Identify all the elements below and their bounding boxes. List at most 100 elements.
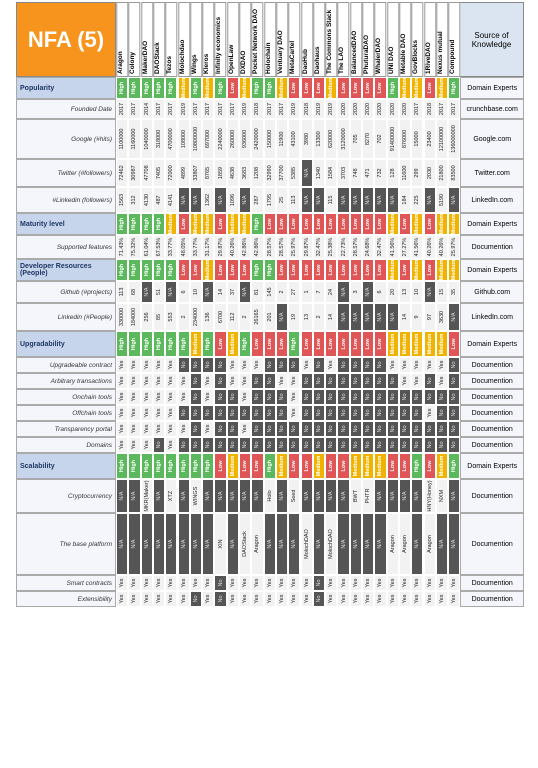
cell-value: High [451, 459, 458, 473]
table-cell: N/A [239, 187, 252, 213]
cell-value: No [377, 425, 384, 433]
cell-value: N/A [352, 539, 359, 549]
cell-value: Medium [438, 333, 445, 355]
cell-value: Yes [340, 594, 347, 604]
cell-value: Medium [414, 259, 421, 281]
table-cell: 8765 [202, 159, 215, 187]
cell-value: No [254, 393, 261, 401]
table-cell: Yes [128, 389, 141, 405]
cell-value: 2017 [229, 102, 236, 116]
cell-value: Medium [377, 455, 384, 477]
cell-value: Yes [438, 578, 445, 588]
table-cell: Yes [140, 591, 153, 607]
row-label: Github (#projects) [16, 281, 116, 303]
cell-value: High [156, 81, 163, 95]
table-cell: No [325, 389, 338, 405]
cell-value: N/A [426, 195, 433, 205]
cell-value: 10 [414, 288, 421, 296]
cell-value: Yes [180, 594, 187, 604]
table-cell: XIN [214, 513, 227, 575]
cell-value: Yes [143, 440, 150, 450]
source-cell: Domain Experts [460, 259, 524, 281]
table-cell: Yes [165, 591, 178, 607]
table-cell: 732 [374, 159, 387, 187]
table-cell: Yes [398, 357, 412, 373]
table-cell: No [263, 357, 276, 373]
cell-value: 29.87% [217, 237, 224, 257]
table-cell: High [189, 77, 203, 99]
cell-value: High [156, 217, 163, 231]
table-cell: No [386, 405, 399, 421]
table-cell: 37700 [275, 159, 289, 187]
cell-value: No [438, 441, 445, 449]
cell-value: 25.97% [291, 237, 298, 257]
cell-value: Medium [438, 213, 445, 235]
table-cell: 11900 [275, 119, 289, 159]
cell-value: High [414, 459, 421, 473]
cell-value: 24 [328, 288, 335, 296]
table-cell: Low [362, 331, 375, 357]
table-cell: No [349, 357, 362, 373]
table-cell: No [177, 437, 190, 453]
table-cell: 15000 [411, 119, 424, 159]
cell-value: No [451, 409, 458, 417]
table-cell: 1340 [312, 159, 326, 187]
cell-value: No [279, 393, 286, 401]
table-cell: 287 [251, 187, 264, 213]
cell-value: Low [266, 338, 273, 350]
row-label: Google (#hits) [16, 119, 116, 159]
table-cell: No [189, 389, 203, 405]
cell-value: Medium [192, 213, 199, 235]
cell-value: No [438, 409, 445, 417]
cell-value: 108000 [180, 129, 187, 149]
cell-value: 150000 [266, 129, 273, 149]
table-cell: Low [239, 259, 252, 281]
cell-value: Yes [426, 594, 433, 604]
table-cell: 2019 [325, 99, 338, 119]
cell-value: Medium [414, 333, 421, 355]
table-cell: Yes [448, 591, 461, 607]
table-cell: Yes [251, 357, 264, 373]
cell-value: Medium [438, 77, 445, 99]
table-cell: Medium [165, 213, 178, 235]
cell-value: 72000 [168, 165, 175, 181]
cell-value: Medium [205, 77, 212, 99]
cell-value: 71.43% [119, 237, 126, 257]
cell-value: N/A [365, 287, 372, 297]
table-cell: Yes [374, 575, 387, 591]
table-cell: Low [214, 331, 227, 357]
table-cell: 37 [226, 281, 239, 303]
cell-value: Yes [365, 578, 372, 588]
table-cell: N/A [300, 159, 313, 187]
cell-value: N/A [340, 539, 347, 549]
cell-value: 51 [156, 288, 163, 296]
table-cell: Yes [177, 389, 190, 405]
table-cell: Yes [226, 591, 239, 607]
cell-value: N/A [131, 539, 138, 549]
table-cell: Medium [374, 453, 387, 479]
table-cell: 11600 [398, 159, 412, 187]
cell-value: 13300 [315, 131, 322, 147]
table-cell: 42.86% [251, 235, 264, 259]
cell-value: 30987 [131, 165, 138, 181]
table-cell: Low [177, 259, 190, 281]
table-cell: 40.26% [226, 235, 239, 259]
cell-value: 113 [119, 287, 126, 297]
table-cell: HNY(Honey) [423, 479, 436, 513]
source-cell: Domain Experts [460, 213, 524, 235]
cell-value: No [279, 409, 286, 417]
cell-value: Medium [328, 77, 335, 99]
table-cell: 113 [288, 187, 301, 213]
table-cell: No [325, 421, 338, 437]
table-cell: Yes [263, 575, 276, 591]
table-cell: 2 [275, 281, 289, 303]
project-header: Nexus mutual [435, 2, 449, 77]
table-cell: Low [337, 77, 350, 99]
table-cell: 2018 [251, 99, 264, 119]
cell-value: No [340, 377, 347, 385]
table-cell: No [362, 389, 375, 405]
cell-value: Yes [131, 424, 138, 434]
cell-value: Medium [279, 455, 286, 477]
cell-value: Yes [414, 376, 421, 386]
table-cell: No [349, 421, 362, 437]
